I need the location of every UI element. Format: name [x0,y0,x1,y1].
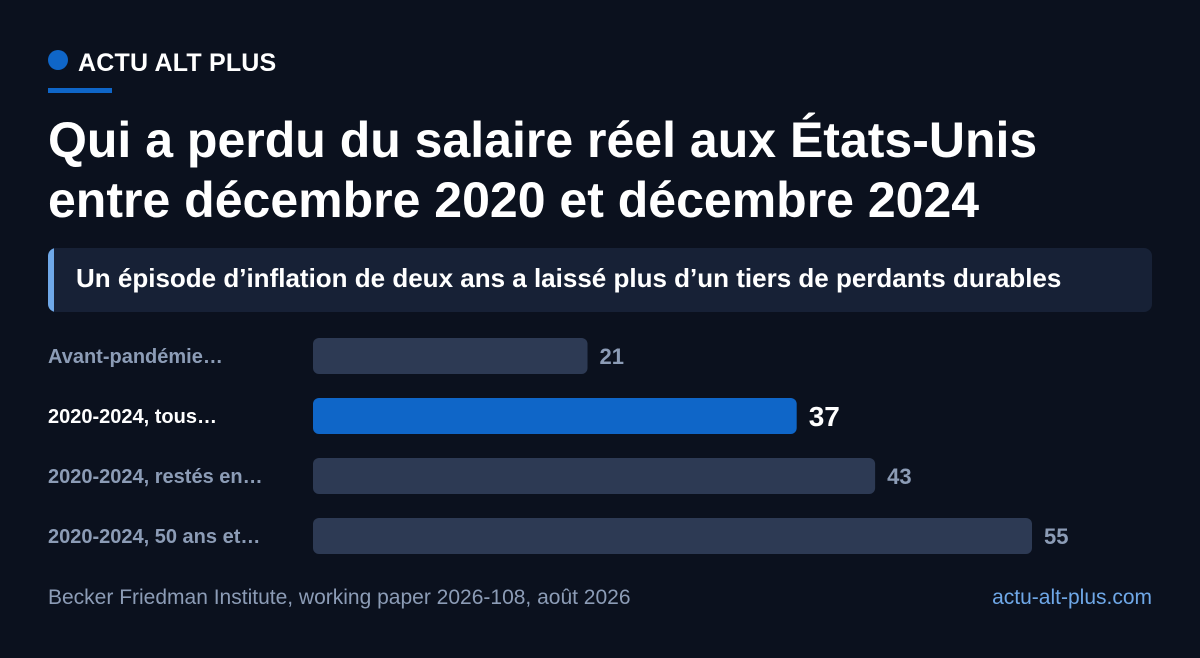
bar [313,338,588,374]
page-title: Qui a perdu du salaire réel aux États-Un… [48,112,1038,228]
bar [313,458,876,494]
footer-source: Becker Friedman Institute, working paper… [48,586,631,609]
brand-underline [48,88,112,93]
value-label: 43 [887,464,911,489]
subtitle-accent-bar [48,248,54,312]
subtitle: Un épisode d’inflation de deux ans a lai… [76,263,1062,293]
bar [313,518,1032,554]
category-label: 2020-2024, tous… [48,406,217,428]
brand-dot-icon [48,50,68,70]
footer-url[interactable]: actu-alt-plus.com [992,586,1152,609]
subtitle-box: Un épisode d’inflation de deux ans a lai… [48,248,1152,312]
bar-chart: Avant-pandémie… 21 2020-2024, tous… 37 2020-… [48,338,1068,554]
value-label: 21 [600,344,624,369]
category-label: 2020-2024, restés en… [48,466,263,488]
brand-name: ACTU ALT PLUS [78,48,277,77]
value-label: 55 [1044,524,1068,549]
category-label: 2020-2024, 50 ans et… [48,526,260,548]
category-label: Avant-pandémie… [48,346,223,368]
bar [313,398,797,434]
value-label: 37 [809,401,840,432]
brand: ACTU ALT PLUS [48,48,276,78]
